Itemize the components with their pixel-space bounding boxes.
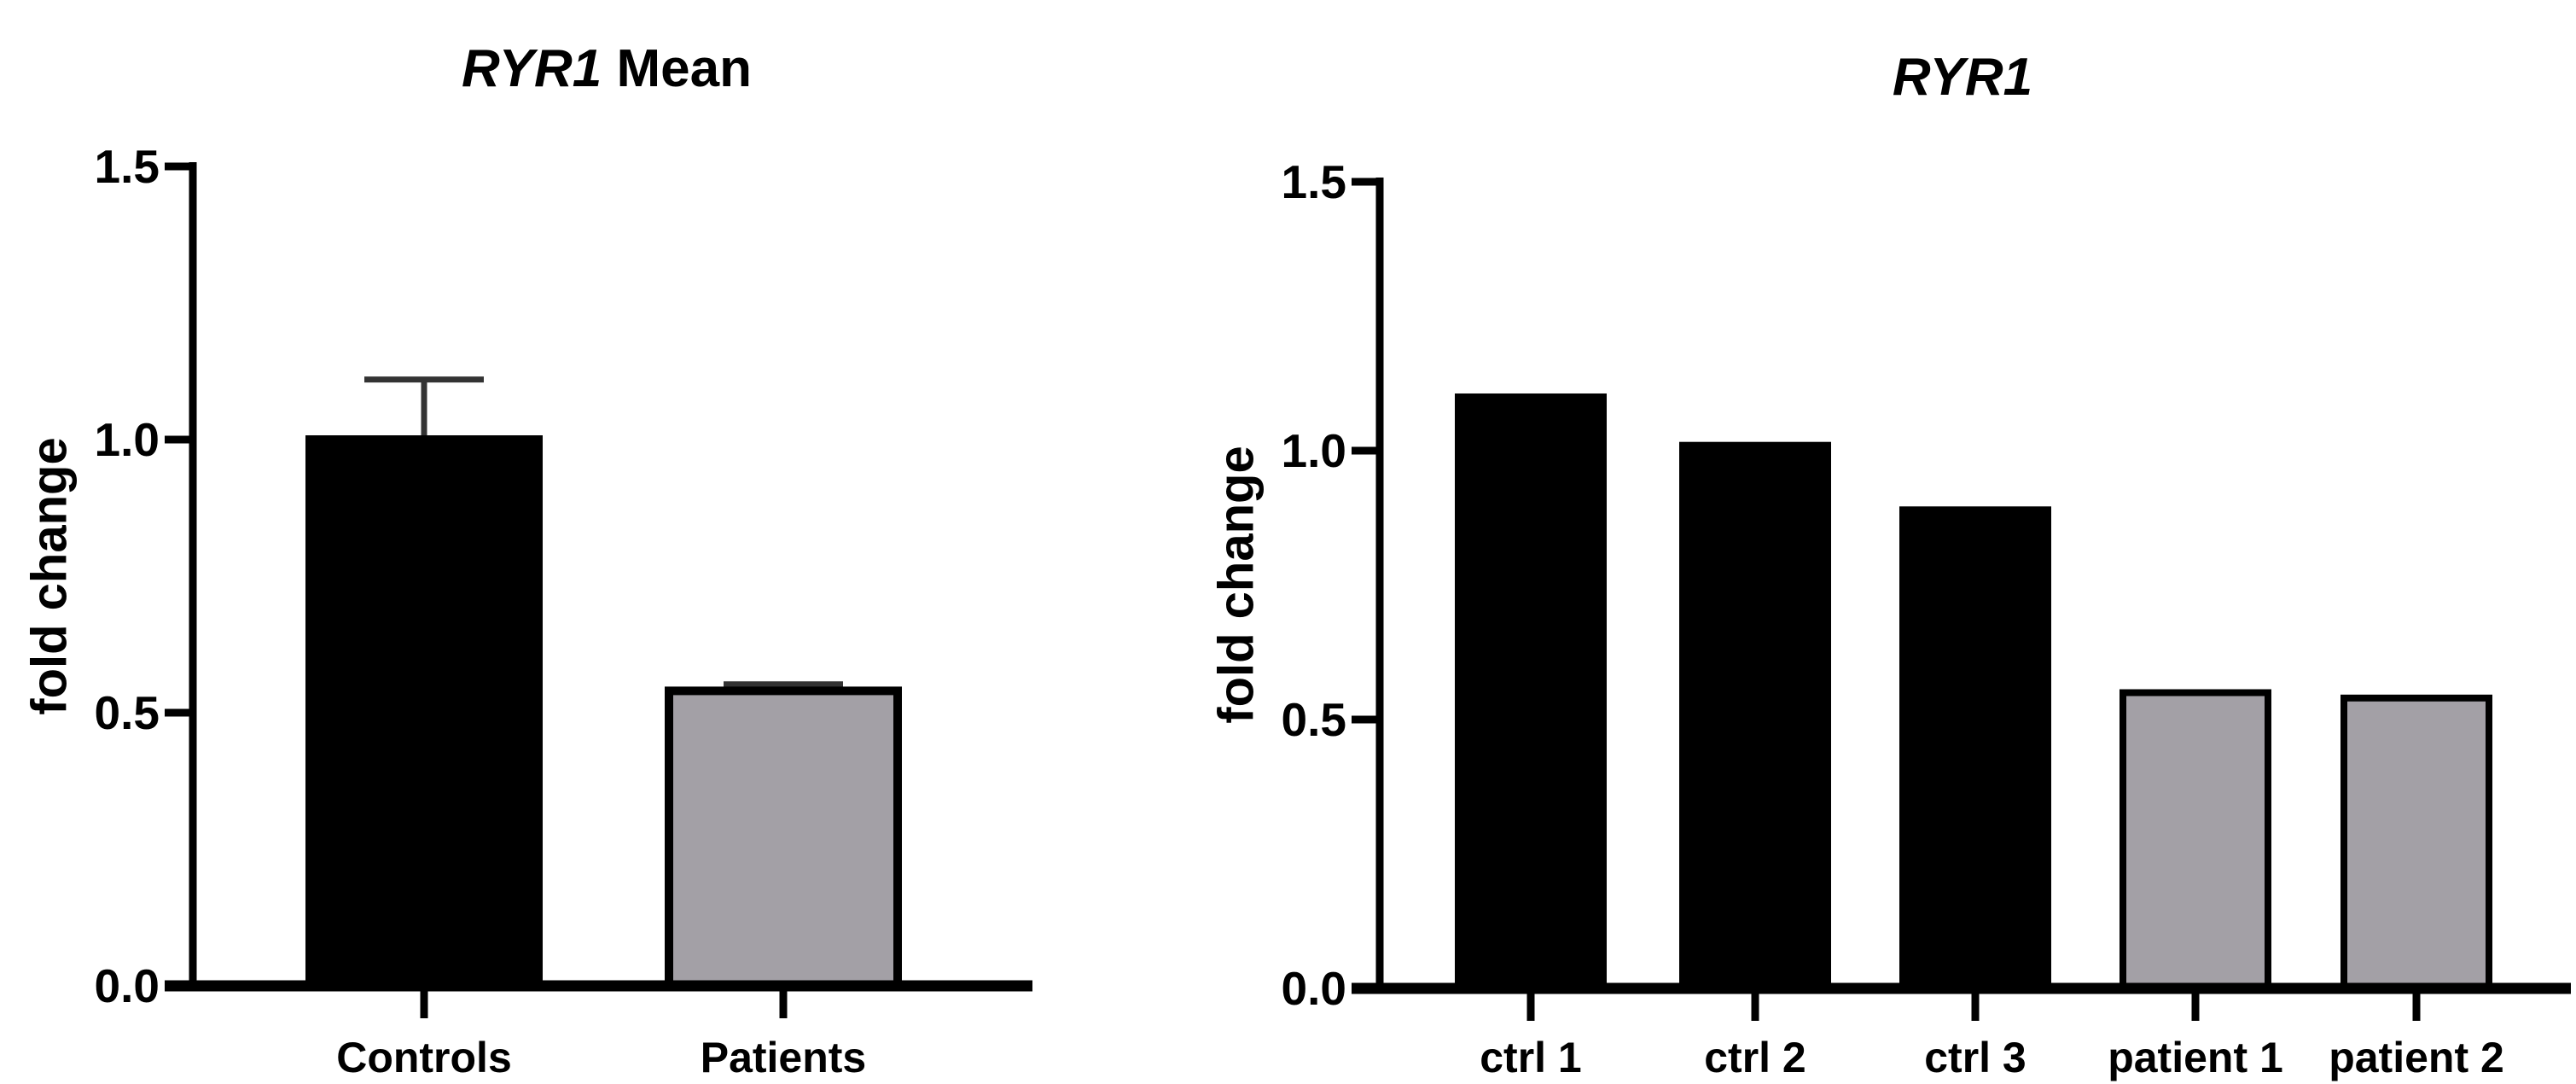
y-tick-label: 1.5 xyxy=(1282,155,1346,208)
y-tick-label: 0.5 xyxy=(1282,693,1346,746)
bar-ctrl-3 xyxy=(1899,506,2051,992)
y-axis-title: fold change xyxy=(1208,446,1264,723)
bar-Controls xyxy=(305,435,543,990)
chart-title-right: RYR1 xyxy=(1893,51,2032,104)
gene-name-italic: RYR1 xyxy=(1892,48,2033,107)
y-tick-label: 1.5 xyxy=(95,140,160,193)
x-axis-label: patient 2 xyxy=(2329,1034,2504,1081)
y-tick-label: 1.0 xyxy=(95,413,160,466)
x-axis-label: Patients xyxy=(701,1034,867,1081)
bar-patient-1 xyxy=(2120,689,2271,992)
chart-1: 0.0 0.5 1.0 1.5 ctrl 1 ctrl 2 ctrl 3 patient 1 p… xyxy=(1208,155,2571,1081)
y-tick-label: 0.0 xyxy=(1282,962,1346,1015)
bar-Patients xyxy=(665,686,902,991)
x-axis-label: Controls xyxy=(336,1034,512,1081)
y-axis-title: fold change xyxy=(21,437,77,714)
bar-ctrl-2 xyxy=(1679,441,1831,992)
chart-0: 0.0 0.5 1.0 1.5 Controls Patients fold change xyxy=(21,140,1032,1081)
x-axis-label: patient 1 xyxy=(2108,1034,2283,1081)
bar-patient-2 xyxy=(2340,694,2492,992)
y-tick-label: 0.0 xyxy=(95,959,160,1012)
y-tick-label: 0.5 xyxy=(95,686,160,739)
bar-ctrl-1 xyxy=(1455,393,1607,992)
chart-title-left: RYR1 Mean xyxy=(462,43,752,96)
y-tick-label: 1.0 xyxy=(1282,424,1346,477)
x-axis-label: ctrl 3 xyxy=(1924,1034,2026,1081)
chart-title-left-rest: Mean xyxy=(602,39,752,98)
gene-name-italic: RYR1 xyxy=(462,39,602,98)
x-axis-label: ctrl 1 xyxy=(1480,1034,1582,1081)
x-axis-label: ctrl 2 xyxy=(1704,1034,1806,1081)
